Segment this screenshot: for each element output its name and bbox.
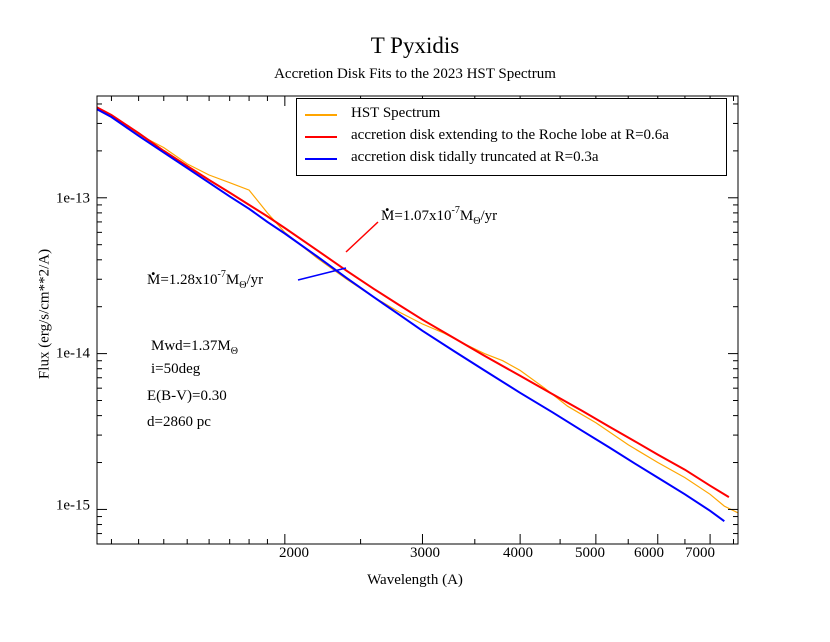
y-tick-label: 1e-13 [55, 190, 90, 207]
series-line-hst [97, 106, 738, 514]
x-tick-label: 7000 [685, 545, 715, 561]
mdot-exponent: -7 [217, 269, 226, 280]
x-tick-label: 5000 [575, 545, 605, 561]
x-tick-label: 4000 [503, 545, 533, 561]
legend-swatch-red [305, 136, 337, 138]
annotation-pointer-blue [297, 267, 347, 281]
series-line-truncated [97, 108, 725, 523]
legend-swatch-blue [305, 158, 337, 160]
legend-swatch-orange [305, 114, 337, 116]
x-axis-label: Wavelength (A) [367, 572, 463, 588]
mdot-unit-sub: Θ [239, 280, 247, 291]
y-tick-label: 1e-15 [55, 497, 90, 514]
chart-subtitle: Accretion Disk Fits to the 2023 HST Spec… [274, 66, 556, 82]
plot-frame [96, 95, 739, 545]
mwd-sub: Θ [230, 346, 238, 357]
y-axis-label: Flux (erg/s/cm**2/A) [36, 248, 53, 380]
mdot-unit: M [459, 208, 474, 224]
legend: HST Spectrum accretion disk extending to… [296, 98, 727, 176]
x-tick-label: 6000 [634, 545, 664, 561]
annotation-distance: d=2860 pc [147, 414, 211, 430]
mdot-exponent: -7 [451, 205, 460, 216]
mdot-unit: M [225, 272, 240, 288]
annotation-mdot-red: M=1.07x10-7MΘ/yr [381, 195, 498, 227]
mdot-unit-sub: Θ [473, 216, 481, 227]
mdot-text: M=1.28x10 [147, 259, 218, 289]
y-tick-label: 1e-14 [55, 345, 90, 362]
annotation-mdot-blue: M=1.28x10-7MΘ/yr [147, 259, 264, 291]
annotation-reddening: E(B-V)=0.30 [147, 388, 227, 404]
series-line-roche [97, 106, 730, 498]
mdot-tail: /yr [246, 272, 264, 288]
annotation-mwd: Mwd=1.37MΘ [151, 338, 238, 357]
x-tick-label: 2000 [279, 545, 309, 561]
x-tick-label: 3000 [410, 545, 440, 561]
mdot-text: M=1.07x10 [381, 195, 452, 225]
legend-label: accretion disk tidally truncated at R=0.… [351, 149, 599, 165]
annotation-inclination: i=50deg [151, 361, 201, 377]
legend-label: HST Spectrum [351, 105, 441, 121]
legend-label: accretion disk extending to the Roche lo… [351, 127, 669, 143]
mdot-tail: /yr [480, 208, 498, 224]
mwd-text: Mwd=1.37M [151, 338, 231, 354]
chart-title: T Pyxidis [370, 33, 460, 58]
annotation-pointer-red [345, 221, 379, 253]
